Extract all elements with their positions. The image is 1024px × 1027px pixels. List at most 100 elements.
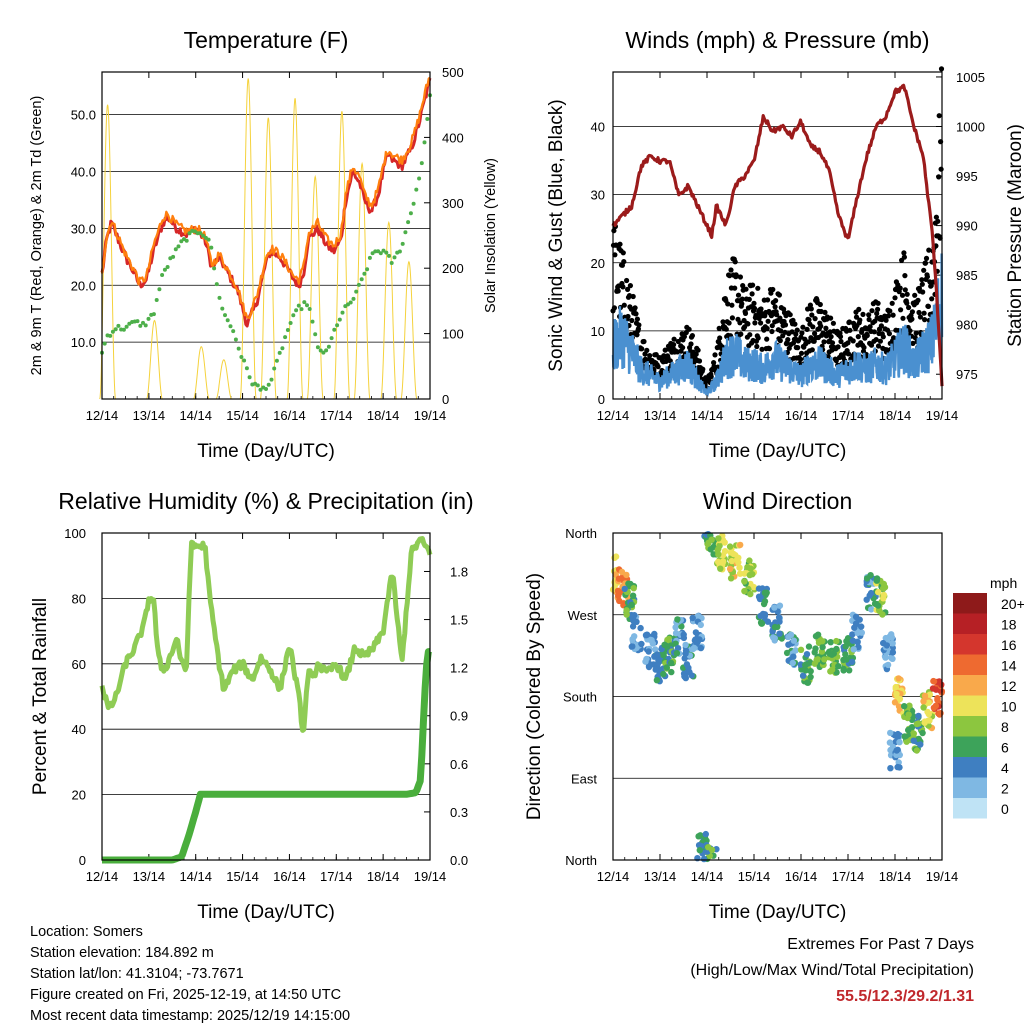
- direction-point: [695, 833, 702, 840]
- dewpoint-point: [179, 239, 184, 244]
- x-tick-label: 15/14: [738, 869, 771, 884]
- x-tick-label: 12/14: [597, 869, 630, 884]
- gust-point: [620, 250, 626, 256]
- gust-point: [889, 300, 895, 306]
- gust-point: [835, 344, 841, 350]
- direction-point: [673, 650, 681, 657]
- direction-point: [674, 616, 681, 623]
- direction-point: [840, 656, 847, 664]
- x-tick-label: 14/14: [179, 869, 212, 884]
- gust-point: [632, 305, 638, 311]
- gust-point: [856, 306, 862, 312]
- dewpoint-point: [239, 355, 244, 359]
- dewpoint-point: [102, 341, 107, 346]
- gust-point: [907, 328, 913, 334]
- y2-tick-label: 975: [956, 367, 978, 382]
- direction-point: [726, 543, 734, 550]
- direction-point: [764, 618, 772, 625]
- legend-label: 20+: [1001, 596, 1024, 612]
- dewpoint-point: [165, 265, 170, 269]
- gust-point: [627, 283, 634, 289]
- direction-point: [846, 667, 853, 674]
- dewpoint-point: [387, 253, 391, 258]
- dewpoint-point: [403, 230, 408, 235]
- direction-point: [775, 614, 783, 621]
- y2-tick-label: 1005: [956, 70, 985, 85]
- dewpoint-point: [348, 300, 353, 305]
- gust-point: [902, 287, 908, 293]
- x-tick-label: 19/14: [414, 408, 447, 423]
- dewpoint-point: [162, 267, 167, 272]
- extremes-box: Extremes For Past 7 Days (High/Low/Max W…: [690, 932, 974, 1010]
- chart-title: Winds (mph) & Pressure (mb): [625, 27, 929, 53]
- legend-swatch: [953, 593, 987, 614]
- gust-point: [615, 288, 621, 294]
- gust-point: [846, 319, 853, 325]
- direction-point: [886, 739, 894, 746]
- x-tick-label: 12/14: [86, 408, 119, 423]
- dewpoint-point: [236, 346, 241, 351]
- dewpoint-point: [389, 261, 394, 265]
- gust-point: [617, 241, 623, 247]
- dewpoint-point: [146, 316, 151, 321]
- dewpoint-point: [157, 287, 162, 292]
- gust-point: [759, 346, 765, 352]
- x-tick-label: 13/14: [133, 408, 166, 423]
- plot-border: [101, 71, 431, 400]
- direction-point: [683, 661, 691, 668]
- gust-point: [789, 329, 795, 335]
- legend-label: 2: [1001, 781, 1009, 797]
- gust-point: [922, 260, 929, 266]
- direction-point: [689, 614, 696, 622]
- gust-point: [825, 354, 831, 360]
- dewpoint-point: [397, 249, 402, 254]
- gust-point: [828, 334, 834, 340]
- legend-label: 4: [1001, 760, 1009, 776]
- dewpoint-point: [212, 266, 217, 271]
- y-tick-label: 80: [72, 591, 86, 606]
- gust-point: [737, 320, 743, 326]
- y-axis-label: Percent & Total Rainfall: [30, 598, 51, 795]
- gust-point: [764, 336, 770, 342]
- gust-point: [913, 330, 919, 336]
- gust-point: [871, 329, 877, 335]
- gust-point: [750, 282, 756, 288]
- gust-point: [743, 286, 749, 292]
- gust-point: [812, 316, 818, 322]
- y-tick-label: South: [563, 690, 597, 705]
- gust-point: [729, 315, 736, 321]
- gust-point: [625, 286, 631, 292]
- y2-tick-label: 1000: [956, 120, 985, 135]
- dewpoint-point: [135, 319, 140, 324]
- gust-point: [806, 317, 812, 323]
- direction-point: [741, 588, 748, 595]
- x-tick-label: 14/14: [691, 408, 724, 423]
- y-tick-label: 20: [591, 256, 605, 271]
- gust-point: [612, 252, 618, 258]
- legend-swatch: [953, 736, 987, 757]
- direction-point: [842, 643, 849, 650]
- direction-point: [903, 738, 910, 745]
- direction-point: [811, 649, 818, 656]
- direction-point: [660, 670, 667, 678]
- gust-point: [732, 259, 738, 265]
- gust-point: [810, 324, 816, 330]
- gust-point: [634, 316, 641, 322]
- direction-point: [819, 643, 826, 651]
- gust-point: [936, 174, 942, 180]
- direction-point: [880, 591, 888, 599]
- gust-point: [774, 312, 780, 318]
- dewpoint-point: [264, 387, 268, 391]
- direction-point: [747, 565, 754, 572]
- y-tick-label: 10.0: [71, 335, 96, 350]
- gust-point: [921, 267, 927, 273]
- station-info: Location: Somers Station elevation: 184.…: [30, 922, 350, 1027]
- gust-point: [795, 345, 801, 351]
- direction-point: [919, 729, 926, 737]
- direction-point: [858, 629, 865, 636]
- direction-point: [894, 763, 901, 771]
- wind-line: [611, 253, 944, 398]
- gust-point: [793, 331, 799, 337]
- gust-point: [822, 309, 828, 315]
- plot-border: [101, 532, 431, 861]
